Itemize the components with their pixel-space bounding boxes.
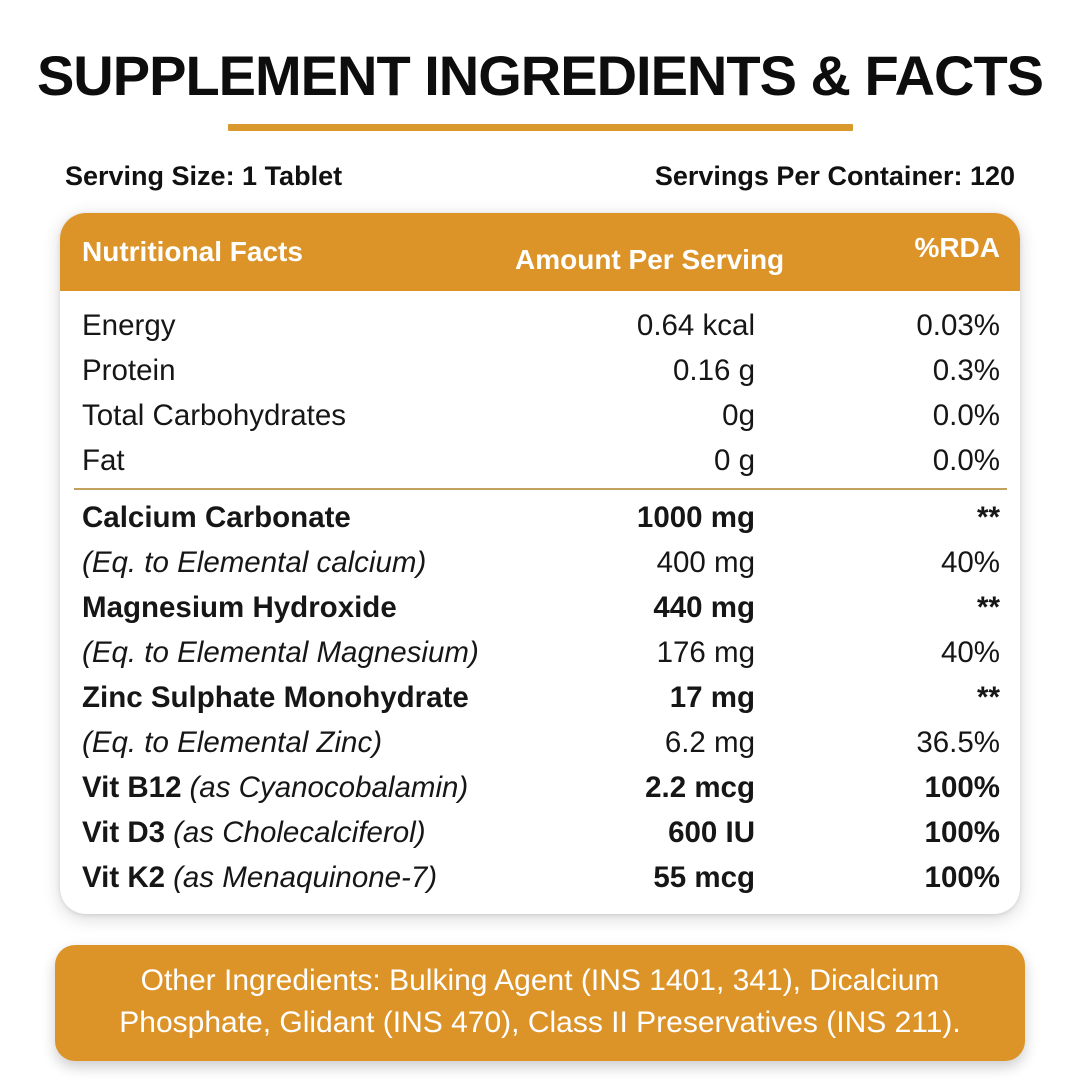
table-row: Vit B12 (as Cyanocobalamin) 2.2 mcg 100% <box>82 765 1000 810</box>
row-rda: 36.5% <box>916 726 1000 760</box>
table-row: (Eq. to Elemental Magnesium) 176 mg 40% <box>82 630 1000 675</box>
row-name-cell: Vit B12 (as Cyanocobalamin) <box>82 765 515 810</box>
row-amount: 17 mg <box>669 681 755 715</box>
row-name-cell: Fat <box>82 438 515 483</box>
row-rda: 0.03% <box>916 309 1000 343</box>
row-name: Fat <box>82 444 125 478</box>
row-rda: 40% <box>940 546 1000 580</box>
serving-info-row: Serving Size: 1 Tablet Servings Per Cont… <box>60 161 1020 192</box>
row-name: Protein <box>82 354 176 388</box>
row-amount: 400 mg <box>656 546 755 580</box>
row-amount: 440 mg <box>653 591 755 625</box>
row-name-cell: Energy <box>82 303 515 348</box>
table-row: Total Carbohydrates 0g 0.0% <box>82 393 1000 438</box>
row-rda: 0.0% <box>932 399 1000 433</box>
row-name-cell: Total Carbohydrates <box>82 393 515 438</box>
row-name-cell: Protein <box>82 348 515 393</box>
table-row: Zinc Sulphate Monohydrate 17 mg ** <box>82 675 1000 720</box>
facts-rows: Energy 0.64 kcal 0.03% Protein 0.16 g 0.… <box>60 291 1020 914</box>
row-rda: 0.3% <box>932 354 1000 388</box>
nutrition-facts-card: Nutritional Facts Amount Per Serving %RD… <box>60 213 1020 915</box>
table-row: Protein 0.16 g 0.3% <box>82 348 1000 393</box>
table-row: Calcium Carbonate 1000 mg ** <box>82 495 1000 540</box>
column-header-rda: %RDA <box>914 232 1000 264</box>
table-row: Energy 0.64 kcal 0.03% <box>82 303 1000 348</box>
table-row: Vit K2 (as Menaquinone-7) 55 mcg 100% <box>82 855 1000 900</box>
row-rda: ** <box>977 681 1000 715</box>
row-note: (as Cyanocobalamin) <box>189 771 469 805</box>
row-rda: 40% <box>940 636 1000 670</box>
row-name: Total Carbohydrates <box>82 399 347 433</box>
row-name: Vit K2 <box>82 861 166 895</box>
row-rda: ** <box>977 591 1000 625</box>
row-name-cell: Calcium Carbonate <box>82 495 515 540</box>
servings-per-container-label: Servings Per Container: 120 <box>654 161 1015 192</box>
row-amount: 0.16 g <box>672 354 755 388</box>
row-name: Energy <box>82 309 176 343</box>
row-name-cell: (Eq. to Elemental Magnesium) <box>82 630 515 675</box>
row-amount: 176 mg <box>656 636 755 670</box>
table-header-row: Nutritional Facts Amount Per Serving %RD… <box>60 213 1020 292</box>
other-ingredients-box: Other Ingredients: Bulking Agent (INS 14… <box>55 945 1025 1062</box>
row-rda: ** <box>977 501 1000 535</box>
row-amount: 1000 mg <box>636 501 755 535</box>
row-name-cell: Magnesium Hydroxide <box>82 585 515 630</box>
row-name-cell: (Eq. to Elemental calcium) <box>82 540 515 585</box>
table-row: Vit D3 (as Cholecalciferol) 600 IU 100% <box>82 810 1000 855</box>
row-name-cell: Zinc Sulphate Monohydrate <box>82 675 515 720</box>
row-amount: 0 g <box>713 444 755 478</box>
row-name-cell: Vit D3 (as Cholecalciferol) <box>82 810 515 855</box>
table-row: (Eq. to Elemental Zinc) 6.2 mg 36.5% <box>82 720 1000 765</box>
row-note: (Eq. to Elemental calcium) <box>82 546 427 580</box>
row-amount: 2.2 mcg <box>645 771 755 805</box>
row-amount: 6.2 mg <box>664 726 755 760</box>
table-row: Magnesium Hydroxide 440 mg ** <box>82 585 1000 630</box>
column-header-nutritional-facts: Nutritional Facts <box>82 236 303 268</box>
row-note: (Eq. to Elemental Zinc) <box>82 726 383 760</box>
table-row: Fat 0 g 0.0% <box>82 438 1000 483</box>
title-underline <box>227 124 853 132</box>
row-name: Vit B12 <box>82 771 182 805</box>
row-amount: 0.64 kcal <box>636 309 755 343</box>
row-name: Vit D3 <box>82 816 166 850</box>
other-ingredients-text: Other Ingredients: Bulking Agent (INS 14… <box>119 964 961 1040</box>
row-amount: 600 IU <box>668 816 755 850</box>
section-divider <box>74 488 1007 491</box>
row-amount: 55 mcg <box>653 861 755 895</box>
page-title: SUPPLEMENT INGREDIENTS & FACTS <box>36 44 1044 107</box>
row-name-cell: (Eq. to Elemental Zinc) <box>82 720 515 765</box>
serving-size-label: Serving Size: 1 Tablet <box>65 161 343 192</box>
column-header-amount-per-serving: Amount Per Serving <box>515 244 785 276</box>
row-name: Magnesium Hydroxide <box>82 591 397 625</box>
row-name: Zinc Sulphate Monohydrate <box>82 681 469 715</box>
row-rda: 100% <box>924 816 1000 850</box>
row-name: Calcium Carbonate <box>82 501 351 535</box>
row-name-cell: Vit K2 (as Menaquinone-7) <box>82 855 515 900</box>
row-rda: 0.0% <box>932 444 1000 478</box>
row-note: (as Cholecalciferol) <box>173 816 426 850</box>
row-note: (Eq. to Elemental Magnesium) <box>82 636 479 670</box>
row-amount: 0g <box>722 399 755 433</box>
row-rda: 100% <box>924 861 1000 895</box>
row-rda: 100% <box>924 771 1000 805</box>
table-row: (Eq. to Elemental calcium) 400 mg 40% <box>82 540 1000 585</box>
row-note: (as Menaquinone-7) <box>173 861 438 895</box>
